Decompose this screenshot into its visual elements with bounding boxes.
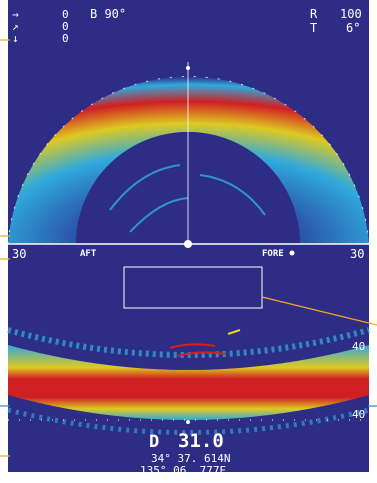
bottom-center-marker xyxy=(186,420,190,424)
depth-symbol: ↓ xyxy=(12,32,19,45)
indicator-value: 0 xyxy=(62,32,69,45)
tilt-key: T xyxy=(310,21,317,35)
seabed-echo-band xyxy=(8,345,369,420)
speed-symbol: ↗ xyxy=(12,20,19,33)
range-key: R xyxy=(310,7,318,21)
longitude-readout: 135° 06. 777E xyxy=(140,464,226,477)
depth-key: D xyxy=(149,432,159,452)
fish-school-echo xyxy=(169,329,241,357)
section-left-scale: 30 xyxy=(12,247,26,261)
target-frame xyxy=(123,266,263,309)
band-scatter-top xyxy=(7,327,370,358)
tilt-value: 6° xyxy=(346,21,360,35)
indicator-value: 0 xyxy=(62,8,69,21)
inner-echo-streaks xyxy=(109,164,266,233)
bearing-readout: B 90° xyxy=(90,7,126,21)
section-right-scale: 30 xyxy=(350,247,364,261)
indicator-value: 0 xyxy=(62,20,69,33)
bearing-symbol: → xyxy=(12,8,19,21)
side-scale-right: 40 xyxy=(352,340,365,353)
band-scatter-bottom xyxy=(7,407,370,435)
heading-marker xyxy=(186,66,190,70)
own-ship-mark xyxy=(184,240,192,248)
range-value: 100 xyxy=(340,7,362,21)
bottom-scale-right: 40 xyxy=(352,408,365,421)
aft-label: AFT xyxy=(80,249,97,259)
sonar-fan-echo xyxy=(8,76,369,244)
depth-value: 31.0 xyxy=(178,430,224,452)
latitude-readout: 34° 37. 614N xyxy=(151,452,230,465)
fore-label: FORE xyxy=(262,249,284,259)
fore-marker xyxy=(289,250,295,256)
callout-lines xyxy=(0,39,377,457)
